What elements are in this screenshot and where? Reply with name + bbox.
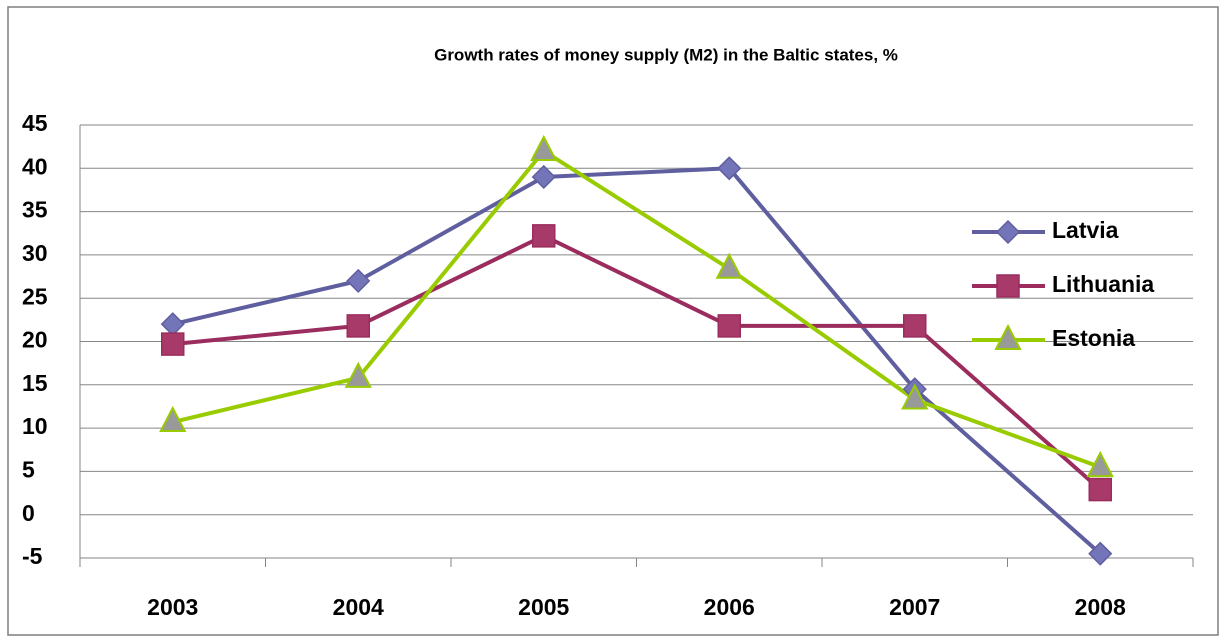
legend-label: Latvia <box>1052 217 1119 243</box>
data-point <box>159 405 187 433</box>
legend-label: Estonia <box>1052 325 1135 351</box>
data-point <box>344 361 372 388</box>
data-point <box>532 224 556 248</box>
data-point <box>901 383 929 410</box>
data-point <box>531 164 556 190</box>
chart-border <box>7 6 1219 636</box>
x-tick-label: 2005 <box>518 594 569 620</box>
data-point <box>717 156 742 181</box>
x-tick-label: 2003 <box>147 594 198 620</box>
data-point <box>1086 450 1114 478</box>
y-tick-label: 15 <box>22 370 48 396</box>
legend-marker <box>996 274 1020 298</box>
x-tick-label: 2008 <box>1075 594 1126 620</box>
y-tick-label: 35 <box>22 197 48 223</box>
series-line <box>172 166 1102 556</box>
chart-title: Growth rates of money supply (M2) in the… <box>434 45 898 64</box>
legend-label: Lithuania <box>1052 271 1154 297</box>
data-point <box>346 314 370 338</box>
x-tick-label: 2004 <box>333 594 384 620</box>
data-point <box>161 332 185 356</box>
data-point <box>1088 477 1112 502</box>
series-line <box>172 233 1102 492</box>
data-point <box>715 252 743 279</box>
y-tick-label: -5 <box>22 543 43 569</box>
series-line <box>172 148 1101 469</box>
data-point <box>717 314 741 338</box>
y-tick-label: 45 <box>22 110 48 136</box>
y-tick-label: 20 <box>22 327 48 353</box>
y-tick-label: 25 <box>22 283 48 309</box>
data-point <box>1088 541 1113 566</box>
legend-marker <box>995 219 1021 245</box>
data-point <box>530 134 558 161</box>
y-tick-label: 10 <box>22 413 48 439</box>
x-tick-label: 2006 <box>704 594 755 620</box>
y-tick-label: 30 <box>22 240 48 266</box>
y-tick-label: 5 <box>22 456 35 482</box>
x-tick-label: 2007 <box>889 594 940 620</box>
data-point <box>346 268 371 293</box>
data-point <box>903 314 927 338</box>
legend-marker <box>994 323 1022 350</box>
y-tick-label: 40 <box>22 153 48 179</box>
y-tick-label: 0 <box>22 500 35 526</box>
